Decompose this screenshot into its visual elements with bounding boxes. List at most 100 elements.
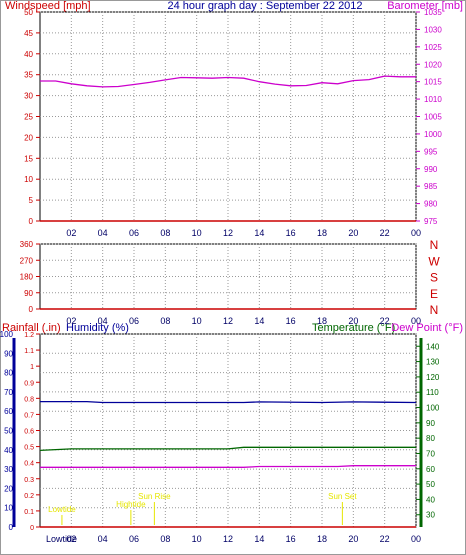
x-tick-label: 18 (317, 534, 327, 544)
humidity-tick-label: 80 (4, 369, 13, 378)
x-tick-label: 20 (348, 534, 358, 544)
temperature-tick-label: 80 (426, 434, 435, 443)
temperature-tick-label: 120 (426, 373, 440, 382)
x-tick-label: 08 (160, 316, 170, 326)
rain-tick-label: 0 (30, 525, 34, 532)
dewpoint-axis-label: Dew Point (°F) (391, 322, 463, 334)
humidity-tick-label: 100 (0, 330, 14, 339)
x-tick-label: 10 (192, 316, 202, 326)
baro-tick-label: 1010 (424, 95, 442, 104)
baro-tick-label: 975 (424, 217, 438, 226)
rain-tick-label: 0.5 (24, 445, 34, 452)
x-tick-label: 06 (129, 316, 139, 326)
rain-tick-label: 0.2 (24, 493, 34, 500)
x-tick-label: 12 (223, 534, 233, 544)
x-tick-label: 04 (98, 534, 108, 544)
x-tick-label: 08 (160, 228, 170, 238)
x-tick-label: 18 (317, 316, 327, 326)
dewpoint-line (40, 465, 416, 468)
baro-tick-label: 1030 (424, 25, 442, 34)
compass-tick-label: W (428, 254, 440, 268)
x-tick-label: 00 (411, 534, 421, 544)
wind-tick-label: 45 (24, 29, 33, 38)
rain-tick-label: 0.6 (24, 429, 34, 436)
x-tick-label: 18 (317, 228, 327, 238)
rain-tick-label: 1.2 (24, 332, 34, 339)
event-label: Hightide (116, 500, 146, 509)
humidity-tick-label: 70 (4, 388, 13, 397)
x-tick-label: 22 (380, 228, 390, 238)
x-tick-label: 06 (129, 228, 139, 238)
temperature-tick-label: 100 (426, 404, 440, 413)
wind-tick-label: 30 (24, 92, 33, 101)
humidity-tick-label: 50 (4, 427, 13, 436)
direction-tick-label: 270 (20, 256, 34, 265)
x-tick-label: 12 (223, 316, 233, 326)
temperature-tick-label: 130 (426, 358, 440, 367)
x-tick-label: 22 (380, 534, 390, 544)
direction-tick-label: 180 (20, 273, 34, 282)
temperature-line (39, 446, 416, 452)
right-axis-label: Barometer [mb] (387, 0, 463, 12)
direction-tick-label: 360 (20, 240, 34, 249)
temperature-tick-label: 60 (426, 465, 435, 474)
event-label: Sun Rise (138, 492, 171, 501)
wind-tick-label: 10 (24, 175, 33, 184)
compass-tick-label: S (430, 271, 438, 285)
rain-tick-label: 0.4 (24, 461, 34, 468)
compass-tick-label: N (430, 238, 439, 252)
x-tick-label: 00 (411, 316, 421, 326)
humidity-tick-label: 10 (4, 504, 13, 513)
wind-tick-label: 5 (29, 196, 34, 205)
x-tick-label: 04 (98, 228, 108, 238)
x-tick-label: 16 (286, 316, 296, 326)
event-label: Lowtide (48, 505, 76, 514)
rain-tick-label: 0.8 (24, 396, 34, 403)
barometer-line (40, 75, 416, 88)
humidity-tick-label: 20 (4, 484, 13, 493)
humidity-tick-label: 40 (4, 446, 13, 455)
rain-tick-label: 1.1 (24, 348, 34, 355)
baro-tick-label: 1035 (424, 8, 442, 17)
humidity-axis-label: Humidity (%) (66, 322, 129, 334)
rain-tick-label: 0.3 (24, 477, 34, 484)
temperature-tick-label: 30 (426, 511, 435, 520)
x-tick-label: 16 (286, 228, 296, 238)
x-tick-label: 14 (254, 228, 264, 238)
baro-tick-label: 985 (424, 182, 438, 191)
temperature-tick-label: 140 (426, 342, 440, 351)
temperature-tick-label: 110 (426, 388, 439, 397)
baro-tick-label: 1015 (424, 78, 442, 87)
x-tick-label: 10 (192, 228, 202, 238)
compass-tick-label: N (430, 303, 439, 317)
x-tick-label: 20 (348, 316, 358, 326)
baro-tick-label: 1020 (424, 60, 442, 69)
baro-tick-label: 980 (424, 200, 438, 209)
wind-tick-label: 40 (24, 50, 33, 59)
x-tick-label: 20 (348, 228, 358, 238)
x-tick-label: 22 (380, 316, 390, 326)
x-tick-label: 16 (286, 534, 296, 544)
wind-tick-label: 35 (24, 71, 33, 80)
rain-tick-label: 1 (30, 364, 34, 371)
baro-tick-label: 995 (424, 147, 438, 156)
x-tick-label: 06 (129, 534, 139, 544)
x-tick-label: 14 (254, 316, 264, 326)
wind-tick-label: 20 (24, 133, 33, 142)
baro-tick-label: 1025 (424, 43, 442, 52)
chart-title: 24 hour graph day : September 22 2012 (167, 0, 362, 12)
rain-tick-label: 0.9 (24, 380, 34, 387)
temperature-tick-label: 90 (426, 419, 435, 428)
left-axis-label: Windspeed [mph] (5, 0, 91, 12)
direction-tick-label: 0 (29, 305, 34, 314)
rain-tick-label: 0.7 (24, 412, 34, 419)
x-tick-label: 02 (66, 534, 76, 544)
x-tick-label: 02 (66, 316, 76, 326)
temperature-tick-label: 40 (426, 495, 435, 504)
x-tick-label: 08 (160, 534, 170, 544)
x-tick-label: 12 (223, 228, 233, 238)
rain-axis-label: Rainfall (.in) (2, 322, 61, 334)
x-tick-label: 10 (192, 534, 202, 544)
humidity-tick-label: 90 (4, 349, 13, 358)
